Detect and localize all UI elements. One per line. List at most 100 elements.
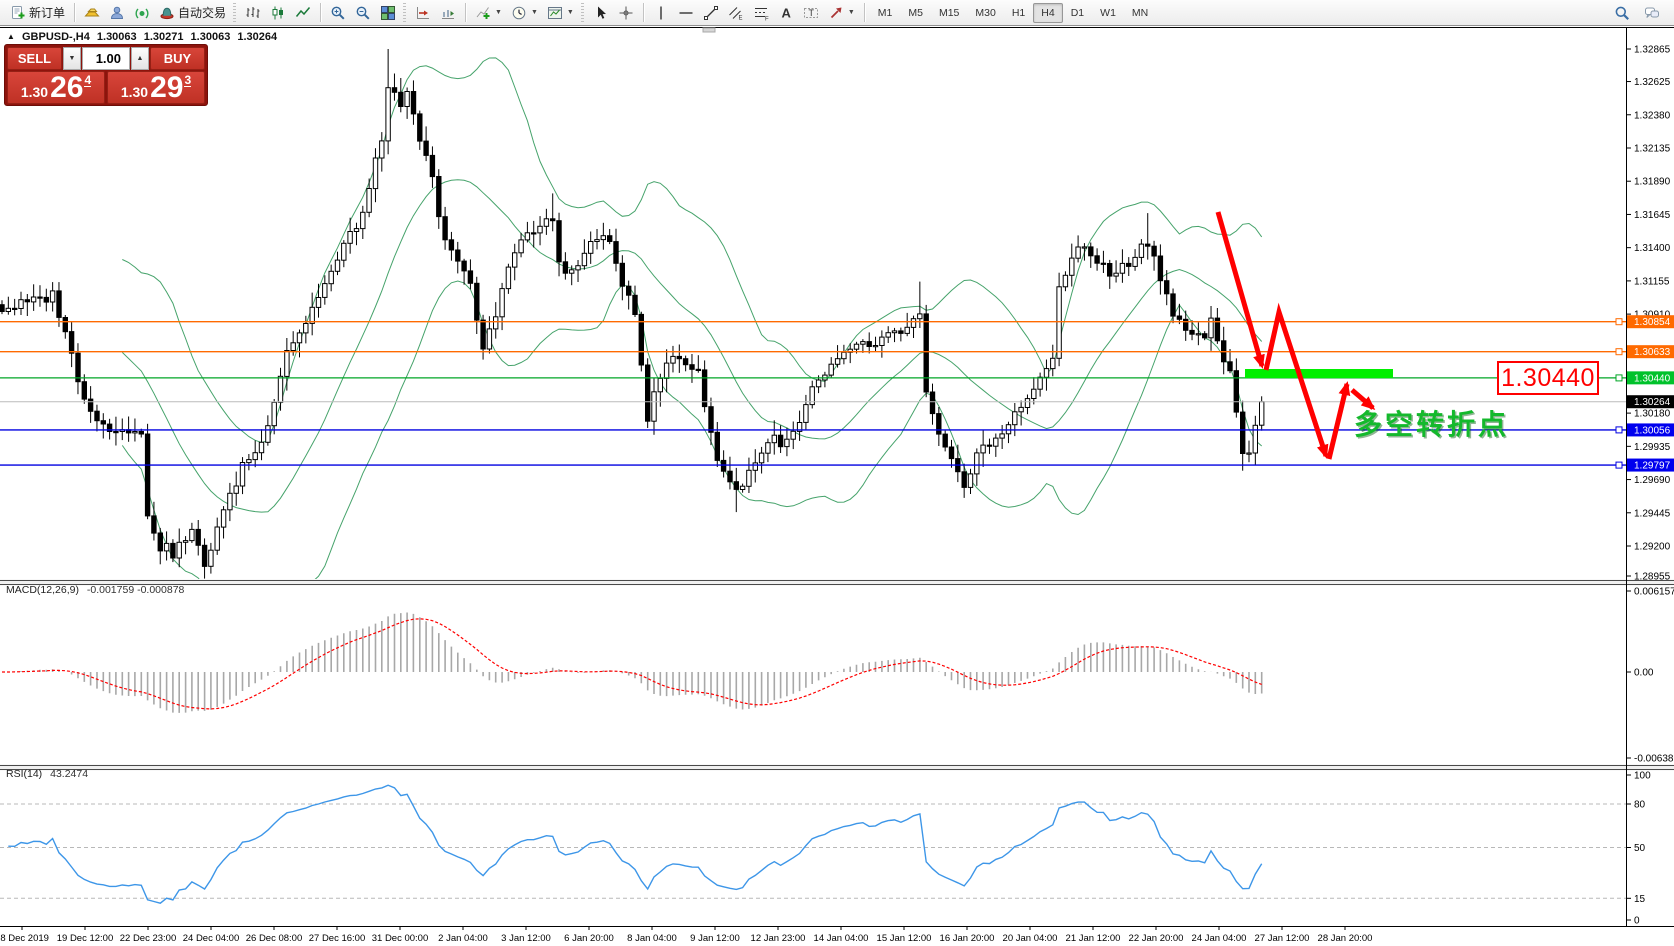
- price-badge-1.30854: [1627, 315, 1674, 329]
- arrows-button[interactable]: ▼: [824, 2, 859, 24]
- sell-price-button[interactable]: 1.30 26 4: [7, 71, 105, 104]
- signals-button[interactable]: [130, 2, 154, 24]
- horizontal-line-button[interactable]: [674, 2, 698, 24]
- volume-increase-button[interactable]: ▲: [131, 47, 149, 70]
- candlestick-chart-button[interactable]: [266, 2, 290, 24]
- volume-decrease-button[interactable]: ▼: [63, 47, 81, 70]
- hline-anchor-1.30633[interactable]: [1615, 348, 1623, 356]
- buy-button[interactable]: BUY: [150, 47, 205, 70]
- auto-scroll-button[interactable]: [436, 2, 460, 24]
- text-label-button[interactable]: T: [799, 2, 823, 24]
- timeframe-m30[interactable]: M30: [975, 6, 996, 19]
- channel-icon: E: [728, 6, 742, 21]
- vertical-line-button[interactable]: [649, 2, 673, 24]
- svg-text:80: 80: [1634, 800, 1646, 811]
- equidistant-channel-button[interactable]: E: [724, 2, 748, 24]
- svg-text:27 Jan 12:00: 27 Jan 12:00: [1255, 933, 1310, 944]
- cursor-button[interactable]: [589, 2, 613, 24]
- svg-text:2 Jan 04:00: 2 Jan 04:00: [438, 933, 488, 944]
- hline-anchor-1.29797[interactable]: [1615, 461, 1623, 469]
- fibonacci-button[interactable]: F: [749, 2, 773, 24]
- bar-chart-button[interactable]: [241, 2, 265, 24]
- pane-splitter[interactable]: [0, 764, 1674, 771]
- red-trend-arrows[interactable]: [1215, 211, 1376, 460]
- price-scale[interactable]: 1.32865 1.32625 1.32380 1.32135 1.31890 1.316…: [1626, 28, 1674, 927]
- turning-point-annotation[interactable]: 多空转折点: [1354, 409, 1510, 440]
- toolbar-separator: [580, 3, 584, 22]
- periods-button[interactable]: ▼: [507, 2, 542, 24]
- svg-text:1.29690: 1.29690: [1634, 475, 1671, 486]
- svg-text:1.30633: 1.30633: [1634, 347, 1671, 358]
- price-badge-1.30633: [1627, 345, 1674, 359]
- chat-icon[interactable]: [1640, 2, 1664, 24]
- timeframe-h1[interactable]: H1: [1011, 6, 1026, 19]
- svg-text:19 Dec 12:00: 19 Dec 12:00: [57, 933, 114, 944]
- macd-histogram: [7, 612, 1263, 713]
- profile-button[interactable]: [105, 2, 129, 24]
- svg-text:3 Jan 12:00: 3 Jan 12:00: [501, 933, 551, 944]
- svg-text:1.31400: 1.31400: [1634, 243, 1671, 254]
- svg-text:24 Jan 04:00: 24 Jan 04:00: [1192, 933, 1247, 944]
- toolbar-separator: [403, 3, 407, 22]
- deposit-button[interactable]: [80, 2, 104, 24]
- zoom-in-button[interactable]: [326, 2, 350, 24]
- time-scale[interactable]: 18 Dec 2019 19 Dec 12:00 22 Dec 23:00 24 De…: [0, 926, 1674, 946]
- svg-text:F: F: [765, 16, 769, 21]
- svg-text:28 Jan 20:00: 28 Jan 20:00: [1318, 933, 1373, 944]
- chart-shift-button[interactable]: [411, 2, 435, 24]
- sell-button[interactable]: SELL: [7, 47, 62, 70]
- text-icon: A: [781, 5, 791, 20]
- ohlc-close: 1.30264: [237, 31, 278, 43]
- signal-icon: [135, 8, 149, 18]
- svg-text:26 Dec 08:00: 26 Dec 08:00: [246, 933, 303, 944]
- pane-splitter[interactable]: [0, 579, 1674, 586]
- price-callout-box[interactable]: 1.30440: [1497, 361, 1599, 395]
- text-button[interactable]: A: [774, 2, 798, 24]
- rsi-line: [8, 784, 1263, 904]
- trendline-button[interactable]: [699, 2, 723, 24]
- splitter-grip[interactable]: [702, 27, 716, 33]
- tile-windows-button[interactable]: [376, 2, 400, 24]
- bars-icon: [246, 6, 260, 18]
- volume-input[interactable]: 1.00: [82, 47, 130, 70]
- ohlc-high: 1.30271: [143, 31, 184, 43]
- hline-icon: [679, 11, 693, 14]
- svg-text:1.31155: 1.31155: [1634, 276, 1670, 287]
- green-highlight-bar[interactable]: [1245, 369, 1393, 378]
- hline-anchor-1.30854[interactable]: [1615, 318, 1623, 326]
- timeframe-h4[interactable]: H4: [1033, 2, 1063, 23]
- line-chart-button[interactable]: [291, 2, 315, 24]
- templates-button[interactable]: ▼: [543, 2, 578, 24]
- timeframe-w1[interactable]: W1: [1100, 6, 1116, 19]
- price-badge-1.30056: [1627, 423, 1674, 437]
- search-icon[interactable]: [1610, 2, 1634, 24]
- svg-text:1.29445: 1.29445: [1634, 508, 1671, 519]
- indicators-button[interactable]: ▼: [471, 2, 506, 24]
- new-order-button[interactable]: 新订单: [6, 1, 69, 24]
- crosshair-button[interactable]: [614, 2, 638, 24]
- timeframe-m1[interactable]: M1: [877, 6, 893, 19]
- svg-text:8 Jan 04:00: 8 Jan 04:00: [627, 933, 677, 944]
- svg-text:12 Jan 23:00: 12 Jan 23:00: [751, 933, 806, 944]
- macd-name: MACD(12,26,9): [6, 584, 79, 596]
- zoom-out-button[interactable]: [351, 2, 375, 24]
- clock-icon: [512, 6, 526, 19]
- timeframe-m15[interactable]: M15: [938, 6, 960, 19]
- hline-anchor-1.3044[interactable]: [1615, 374, 1623, 382]
- timeframe-d1[interactable]: D1: [1070, 6, 1085, 19]
- hline-anchor-1.30056[interactable]: [1615, 426, 1623, 434]
- cursor-icon: [597, 6, 606, 19]
- buy-price-button[interactable]: 1.30 29 3: [107, 71, 205, 104]
- auto-trading-button[interactable]: 自动交易: [155, 1, 230, 24]
- collapse-triangle-icon[interactable]: ▲: [7, 32, 15, 41]
- zoomout-icon: [356, 6, 370, 20]
- toolbar-separator: [320, 3, 322, 22]
- timeframe-m5[interactable]: M5: [908, 6, 923, 19]
- macd-signal-line: [2, 618, 1262, 710]
- vline-icon: [660, 6, 662, 19]
- crosshair-icon: [619, 6, 633, 19]
- timeframe-mn[interactable]: MN: [1131, 6, 1149, 19]
- svg-text:1.30180: 1.30180: [1634, 409, 1671, 420]
- indicators-icon: [476, 6, 490, 19]
